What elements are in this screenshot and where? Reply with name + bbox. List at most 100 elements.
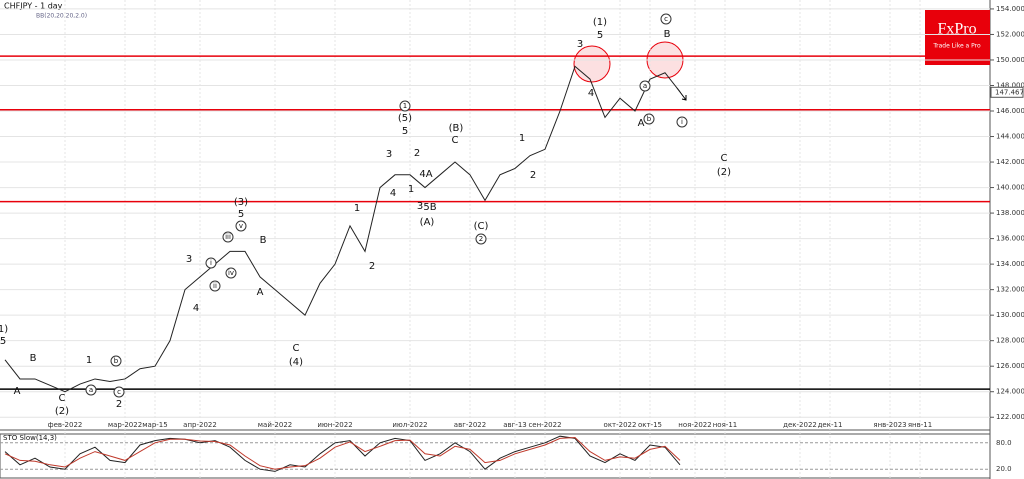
wave-label: 3 bbox=[386, 149, 392, 160]
wave-label: 1 bbox=[86, 355, 92, 366]
x-tick-label: сен-2022 bbox=[528, 421, 561, 429]
wave-circle bbox=[676, 116, 688, 128]
wave-label: (5) bbox=[398, 113, 412, 124]
wave-label: 5 bbox=[402, 126, 408, 137]
x-tick-label: фев-2022 bbox=[48, 421, 83, 429]
x-tick-label: май-2022 bbox=[258, 421, 292, 429]
highlight-circle bbox=[573, 45, 611, 83]
wave-label: 4 bbox=[390, 188, 396, 199]
x-tick-label: авг-13 bbox=[503, 421, 527, 429]
wave-label: B bbox=[664, 29, 671, 40]
wave-label: 1 bbox=[354, 203, 360, 214]
wave-label: 5 bbox=[0, 336, 6, 347]
wave-circle bbox=[475, 233, 487, 245]
y-tick-label: 146.000 bbox=[996, 107, 1024, 115]
wave-circle bbox=[225, 267, 237, 279]
wave-label: v bbox=[239, 222, 243, 230]
y-tick-label: 144.000 bbox=[996, 133, 1024, 141]
x-tick-label: апр-2022 bbox=[183, 421, 217, 429]
wave-circle bbox=[209, 280, 221, 292]
x-tick-label: июл-2022 bbox=[392, 421, 427, 429]
wave-label: 1 bbox=[519, 133, 525, 144]
wave-label: b bbox=[114, 357, 119, 365]
wave-label: i bbox=[681, 118, 683, 126]
wave-label: C bbox=[293, 343, 300, 354]
wave-label: (2) bbox=[55, 406, 69, 417]
wave-label: 1 bbox=[408, 184, 414, 195]
wave-circle bbox=[113, 386, 125, 398]
wave-label: 5 bbox=[597, 30, 603, 41]
y-tick-label: 152.000 bbox=[996, 30, 1024, 38]
wave-label: (2) bbox=[717, 167, 731, 178]
wave-label: 2 bbox=[116, 399, 122, 410]
wave-label: a bbox=[643, 82, 647, 90]
wave-label: 5 bbox=[238, 209, 244, 220]
wave-label: iv bbox=[228, 269, 234, 277]
wave-label: C bbox=[721, 153, 728, 164]
x-tick-label: авг-2022 bbox=[454, 421, 486, 429]
oscillator-tick-label: 80.0 bbox=[996, 439, 1012, 447]
wave-label: 4 bbox=[193, 303, 199, 314]
x-tick-label: ноя-2022 bbox=[678, 421, 711, 429]
y-tick-label: 148.000 bbox=[996, 81, 1024, 89]
y-tick-label: 122.000 bbox=[996, 413, 1024, 421]
oscillator-line bbox=[4, 435, 681, 472]
y-tick-label: 150.000 bbox=[996, 56, 1024, 64]
price-line bbox=[4, 65, 681, 393]
wave-circle bbox=[660, 13, 672, 25]
y-tick-label: 136.000 bbox=[996, 235, 1024, 243]
current-price-box bbox=[990, 86, 1024, 98]
wave-label: (C) bbox=[474, 221, 489, 232]
wave-label: 4 bbox=[588, 88, 594, 99]
y-tick-label: 154.000 bbox=[996, 5, 1024, 13]
wave-label: 1) bbox=[0, 324, 8, 335]
wave-label: 4A bbox=[419, 169, 432, 180]
wave-label: A bbox=[638, 118, 645, 129]
wave-label: A bbox=[14, 386, 21, 397]
wave-label: (B) bbox=[449, 123, 464, 134]
wave-label: c bbox=[664, 15, 668, 23]
wave-circle bbox=[643, 113, 655, 125]
wave-circle bbox=[110, 355, 122, 367]
y-tick-label: 124.000 bbox=[996, 388, 1024, 396]
x-tick-label: июн-2022 bbox=[317, 421, 352, 429]
oscillator-tick-label: 20.0 bbox=[996, 465, 1012, 473]
wave-label: (1) bbox=[593, 17, 607, 28]
wave-circle bbox=[85, 384, 97, 396]
oscillator-line bbox=[4, 437, 681, 470]
wave-label: (A) bbox=[420, 217, 435, 228]
wave-label: C bbox=[59, 393, 66, 404]
wave-label: 1 bbox=[403, 102, 407, 110]
chart-subtitle: BB(20,20,20,2.0) bbox=[36, 13, 87, 20]
x-tick-label: янв-11 bbox=[908, 421, 932, 429]
wave-label: a bbox=[89, 386, 93, 394]
logo-tagline: Trade Like a Pro bbox=[932, 43, 981, 50]
wave-label: B bbox=[260, 235, 267, 246]
wave-label: A bbox=[257, 287, 264, 298]
x-tick-label: окт-2022 bbox=[604, 421, 637, 429]
current-price-label: 147.467 bbox=[995, 88, 1024, 96]
wave-label: 3 bbox=[417, 201, 423, 212]
x-tick-label: дек-2022 bbox=[783, 421, 817, 429]
wave-label: b bbox=[647, 115, 652, 123]
y-tick-label: 128.000 bbox=[996, 337, 1024, 345]
wave-label: c bbox=[117, 388, 121, 396]
x-tick-label: окт-15 bbox=[638, 421, 662, 429]
wave-label: i bbox=[210, 259, 212, 267]
wave-label: 3 bbox=[186, 254, 192, 265]
wave-label: (4) bbox=[289, 357, 303, 368]
wave-circle bbox=[639, 80, 651, 92]
x-tick-label: ноя-11 bbox=[713, 421, 738, 429]
y-tick-label: 140.000 bbox=[996, 184, 1024, 192]
wave-label: 2 bbox=[414, 148, 420, 159]
wave-label: C bbox=[452, 135, 459, 146]
x-tick-label: янв-2023 bbox=[873, 421, 906, 429]
wave-label: 5B bbox=[423, 202, 436, 213]
wave-circle bbox=[235, 220, 247, 232]
wave-label: 2 bbox=[369, 261, 375, 272]
x-tick-label: дек-11 bbox=[818, 421, 843, 429]
wave-label: ii bbox=[213, 282, 217, 290]
wave-label: 2 bbox=[530, 170, 536, 181]
